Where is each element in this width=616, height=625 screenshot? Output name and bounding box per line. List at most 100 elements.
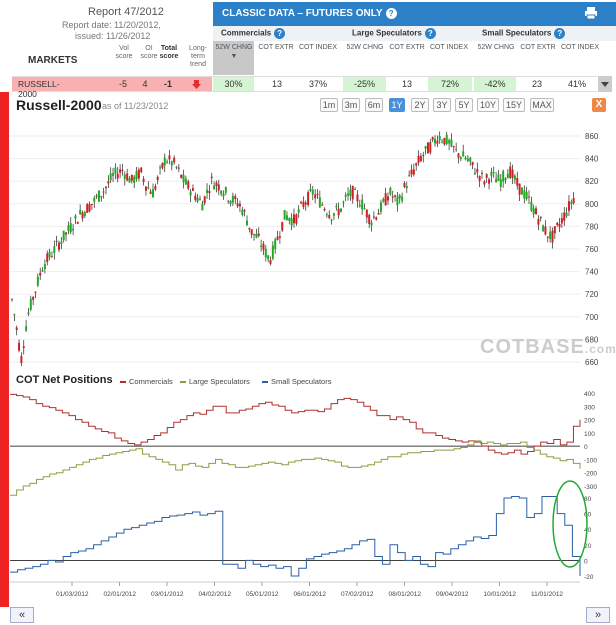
- range-15y-button[interactable]: 15Y: [503, 98, 525, 112]
- candle-body: [53, 246, 56, 254]
- candle-body: [408, 175, 411, 177]
- candle-body: [382, 198, 385, 202]
- candle-body: [567, 201, 570, 211]
- total-score-header[interactable]: Total score: [159, 45, 179, 60]
- col-small-52w[interactable]: 52W CHNG: [477, 44, 515, 51]
- commercials-line: [10, 393, 581, 455]
- range-2y-button[interactable]: 2Y: [411, 98, 429, 112]
- report-issued: issued: 11/26/2012: [75, 31, 151, 41]
- candle-body: [351, 186, 354, 200]
- col-comm-index[interactable]: COT INDEX: [299, 44, 337, 51]
- price-tick-label: 740: [585, 268, 599, 277]
- classic-data-title: CLASSIC DATA – FUTURES ONLY?: [222, 8, 397, 19]
- range-6m-button[interactable]: 6m: [365, 98, 383, 112]
- price-tick-label: 820: [585, 177, 599, 186]
- legend-item[interactable]: Small Speculators: [262, 377, 331, 386]
- cot-tick-label: -20: [584, 574, 594, 581]
- candle-body: [563, 212, 566, 221]
- col-small-index[interactable]: COT INDEX: [561, 44, 599, 51]
- candle-body: [419, 156, 422, 162]
- candle-body: [471, 161, 474, 166]
- range-1m-button[interactable]: 1m: [320, 98, 338, 112]
- candle-body: [490, 171, 493, 177]
- help-icon[interactable]: ?: [385, 8, 397, 19]
- long-term-header[interactable]: Long-term trend: [189, 45, 207, 68]
- candle-body: [455, 148, 458, 150]
- oi-score: 4: [142, 79, 148, 89]
- close-chart-button[interactable]: X: [592, 98, 606, 112]
- candle-body: [318, 197, 321, 208]
- col-large-index[interactable]: COT INDEX: [430, 44, 468, 51]
- col-large-52w[interactable]: 52W CHNG: [346, 44, 384, 51]
- candle-body: [246, 220, 248, 226]
- candle-body: [309, 188, 312, 191]
- candle-body: [60, 241, 63, 245]
- candle-body: [387, 196, 389, 201]
- candle-body: [478, 176, 481, 181]
- col-comm-extr[interactable]: COT EXTR: [258, 44, 294, 51]
- next-button[interactable]: »: [586, 607, 610, 623]
- range-max-button[interactable]: MAX: [530, 98, 554, 112]
- candle-body: [492, 172, 495, 174]
- candle-body: [180, 174, 183, 178]
- candle-body: [222, 193, 225, 197]
- row-scroll-button[interactable]: [598, 76, 612, 92]
- candle-body: [142, 178, 145, 182]
- candle-body: [213, 185, 216, 190]
- candle-body: [15, 327, 18, 330]
- range-5y-button[interactable]: 5Y: [455, 98, 473, 112]
- candle-body: [133, 176, 136, 184]
- help-icon[interactable]: ?: [274, 28, 286, 39]
- help-icon[interactable]: ?: [424, 28, 436, 39]
- candle-body: [363, 208, 366, 210]
- candle-body: [206, 189, 209, 194]
- legend-label: Commercials: [129, 377, 173, 386]
- candle-body: [337, 208, 340, 216]
- legend-item[interactable]: Large Speculators: [180, 377, 250, 386]
- range-1y-button[interactable]: 1Y: [389, 98, 405, 112]
- cot-tick-label: -300: [584, 484, 597, 491]
- candle-body: [361, 199, 364, 210]
- candle-body: [307, 192, 310, 205]
- candle-body: [69, 223, 72, 233]
- candle-body: [469, 157, 472, 162]
- candle-body: [22, 346, 25, 349]
- oi-score-header[interactable]: OI score: [140, 45, 158, 60]
- candle-body: [189, 191, 192, 196]
- legend-swatch: [180, 381, 186, 384]
- help-icon[interactable]: ?: [554, 28, 566, 39]
- range-3m-button[interactable]: 3m: [342, 98, 360, 112]
- candle-body: [100, 195, 103, 198]
- annotation-ellipse: [552, 480, 588, 568]
- candle-body: [86, 204, 89, 213]
- print-icon[interactable]: [584, 6, 598, 20]
- candle-body: [119, 169, 122, 173]
- x-tick-label: 01/03/2012: [56, 591, 89, 598]
- classic-data-header: [213, 2, 616, 26]
- prev-button[interactable]: «: [10, 607, 34, 623]
- candle-body: [485, 174, 488, 178]
- candle-body: [304, 202, 307, 205]
- legend-item[interactable]: Commercials: [120, 377, 173, 386]
- candle-body: [152, 189, 154, 198]
- col-small-extr[interactable]: COT EXTR: [520, 44, 556, 51]
- vol-score-header[interactable]: Vol score: [115, 45, 133, 60]
- large-index-value: 72%: [428, 77, 472, 91]
- range-3y-button[interactable]: 3Y: [433, 98, 451, 112]
- candle-body: [220, 190, 223, 194]
- candle-body: [224, 187, 227, 193]
- candle-body: [187, 181, 190, 189]
- candle-body: [166, 161, 169, 163]
- candle-body: [203, 196, 206, 204]
- col-comm-52w[interactable]: 52W CHNG ▼: [215, 44, 253, 60]
- price-tick-label: 660: [585, 358, 599, 366]
- candle-body: [525, 191, 528, 200]
- report-title: Report 47/2012: [88, 6, 164, 18]
- candle-body: [215, 182, 218, 186]
- market-name[interactable]: RUSSELL-2000: [18, 79, 60, 99]
- range-10y-button[interactable]: 10Y: [477, 98, 499, 112]
- candle-body: [316, 193, 319, 195]
- candle-body: [321, 204, 324, 206]
- candle-body: [546, 236, 549, 238]
- col-large-extr[interactable]: COT EXTR: [389, 44, 425, 51]
